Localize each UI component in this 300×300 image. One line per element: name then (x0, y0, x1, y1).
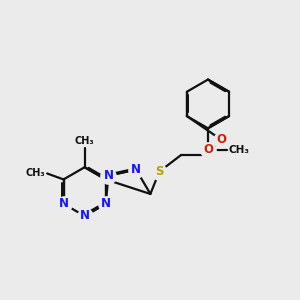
Text: CH₃: CH₃ (229, 145, 250, 155)
Text: N: N (58, 197, 68, 210)
Text: CH₃: CH₃ (25, 169, 45, 178)
Text: N: N (80, 209, 90, 223)
Text: N: N (101, 197, 111, 210)
Text: CH₃: CH₃ (75, 136, 94, 146)
Text: S: S (155, 165, 164, 178)
Text: N: N (131, 163, 141, 176)
Text: N: N (103, 169, 113, 182)
Text: O: O (216, 133, 226, 146)
Text: O: O (203, 143, 213, 156)
